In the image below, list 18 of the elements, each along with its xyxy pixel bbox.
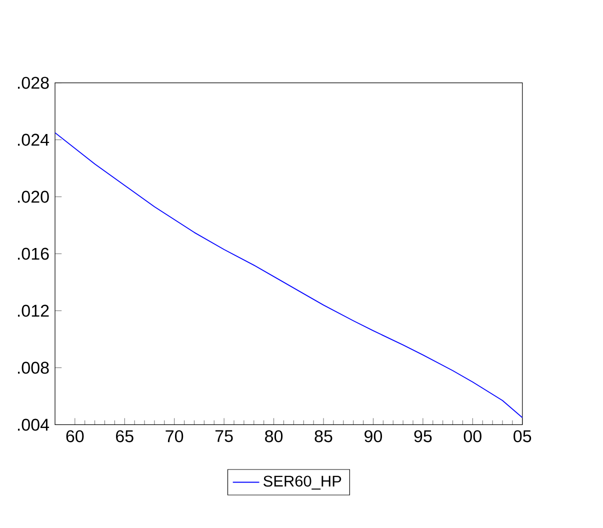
x-tick-label: 85 — [314, 430, 332, 442]
y-tick-label: .004 — [18, 418, 50, 431]
x-tick-label: 05 — [514, 430, 532, 442]
y-tick-label: .012 — [18, 304, 49, 317]
y-tick-label: .028 — [18, 76, 49, 89]
y-tick-label: .008 — [18, 362, 49, 374]
x-tick-label: 90 — [364, 430, 382, 442]
x-tick-label: 95 — [414, 430, 432, 442]
legend-label: SER60_HP — [264, 476, 342, 490]
x-tick-label: 00 — [464, 430, 482, 442]
y-tick-label: .024 — [18, 134, 50, 146]
x-tick-label: 65 — [116, 430, 134, 442]
x-tick-label: 60 — [66, 430, 84, 442]
y-tick-label: .020 — [18, 190, 49, 203]
x-tick-label: 70 — [166, 430, 184, 442]
y-tick-label: .016 — [18, 248, 49, 260]
x-tick-label: 75 — [215, 430, 233, 442]
x-tick-label: 80 — [265, 430, 283, 442]
